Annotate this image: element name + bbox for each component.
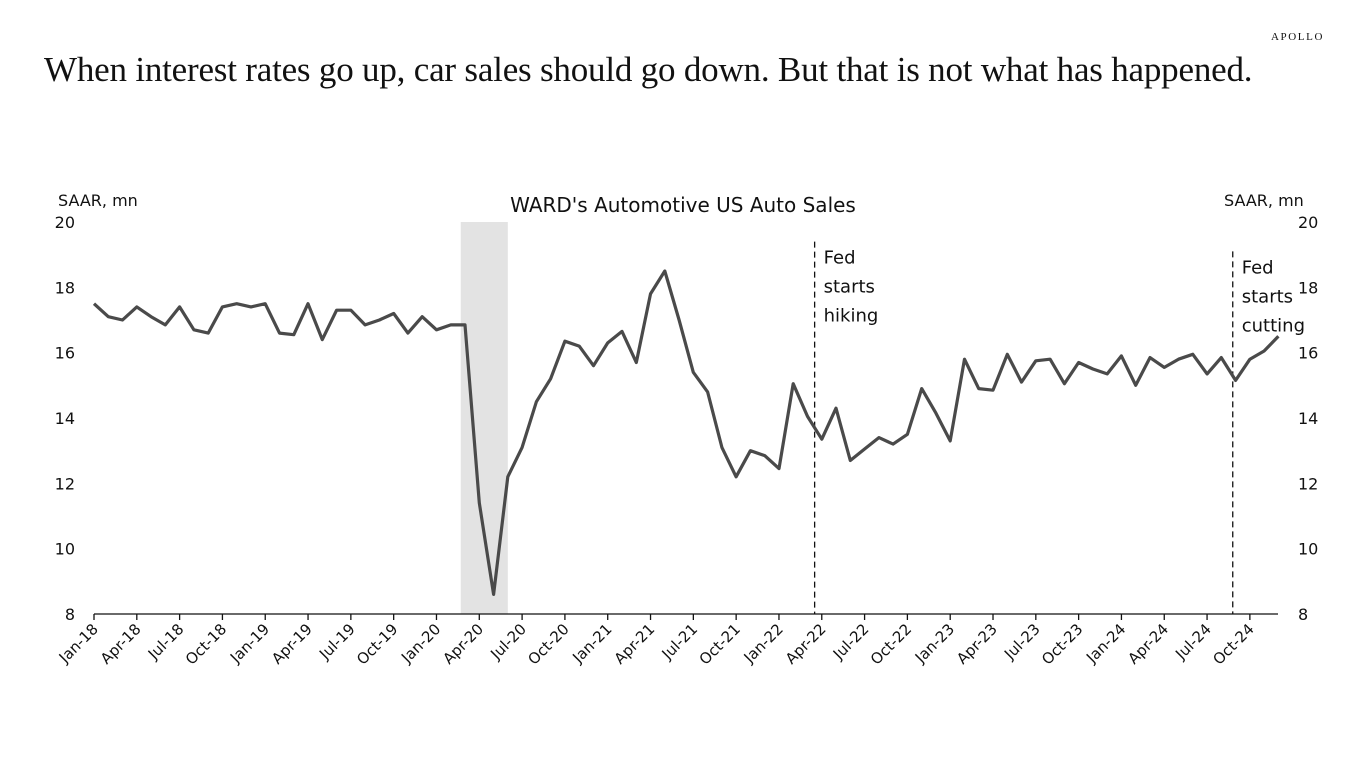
x-tick-label: Apr-19: [268, 620, 316, 668]
y-tick-label-left: 12: [55, 474, 75, 493]
x-tick-label: Oct-20: [524, 620, 572, 668]
x-tick-label: Jul-21: [658, 620, 702, 664]
fed-event-label: Fed: [1242, 257, 1274, 278]
brand-logo: APOLLO: [1271, 31, 1324, 43]
x-tick-label: Oct-21: [696, 620, 744, 668]
y-tick-label-right: 12: [1298, 474, 1318, 493]
y-tick-label-left: 10: [55, 540, 75, 559]
x-tick-label: Jan-23: [911, 620, 958, 667]
x-tick-label: Apr-23: [953, 620, 1001, 668]
y-tick-label-left: 20: [55, 213, 75, 232]
fed-event-label: Fed: [824, 248, 856, 269]
y-axis-label-right: SAAR, mn: [1224, 191, 1304, 210]
y-tick-label-left: 14: [55, 409, 75, 428]
x-tick-label: Apr-20: [439, 620, 487, 668]
y-tick-label-left: 18: [55, 278, 75, 297]
x-tick-label: Apr-24: [1124, 620, 1172, 668]
y-tick-label-right: 8: [1298, 605, 1308, 624]
x-tick-label: Jul-19: [315, 620, 359, 664]
recession-shade: [460, 222, 508, 614]
fed-event-label: starts: [1242, 286, 1293, 307]
y-tick-label-left: 16: [55, 344, 75, 363]
y-tick-label-right: 10: [1298, 540, 1318, 559]
fed-event-label: starts: [824, 277, 875, 298]
chart-title: WARD's Automotive US Auto Sales: [510, 193, 856, 217]
y-tick-label-right: 16: [1298, 344, 1318, 363]
x-tick-label: Apr-21: [611, 620, 659, 668]
x-tick-label: Jan-18: [55, 620, 102, 667]
x-tick-label: Oct-23: [1038, 620, 1086, 668]
annotation-layer: Fed starts hiking Fed starts cutting: [813, 241, 1305, 614]
x-tick-label: Oct-22: [867, 620, 915, 668]
fed-event-label: cutting: [1242, 315, 1305, 336]
x-tick-label: Jul-20: [486, 620, 530, 664]
y-tick-label-left: 8: [65, 605, 75, 624]
x-tick-label: Apr-22: [782, 620, 830, 668]
series-layer: [92, 269, 1280, 597]
shade-layer: [460, 222, 508, 614]
y-tick-label-right: 18: [1298, 278, 1318, 297]
x-tick-label: Jan-21: [568, 620, 615, 667]
x-tick-label: Jan-22: [740, 620, 787, 667]
x-tick-label: Jul-24: [1171, 620, 1215, 664]
x-tick-label: Jul-23: [1000, 620, 1044, 664]
x-tick-label: Jul-22: [829, 620, 873, 664]
x-tick-label: Jan-20: [397, 620, 444, 667]
sales-line: [92, 269, 1280, 597]
x-tick-label: Oct-24: [1209, 620, 1257, 668]
x-tick-label: Oct-18: [182, 620, 230, 668]
x-tick-label: Jul-18: [144, 620, 188, 664]
headline: When interest rates go up, car sales sho…: [44, 50, 1253, 89]
y-tick-label-right: 14: [1298, 409, 1318, 428]
y-tick-label-right: 20: [1298, 213, 1318, 232]
x-tick-label: Jan-24: [1082, 620, 1129, 667]
fed-event-label: hiking: [824, 306, 879, 327]
y-axis-label-left: SAAR, mn: [58, 191, 138, 210]
x-tick-label: Jan-19: [226, 620, 273, 667]
x-tick-label: Oct-19: [353, 620, 401, 668]
x-tick-label: Apr-18: [97, 620, 145, 668]
